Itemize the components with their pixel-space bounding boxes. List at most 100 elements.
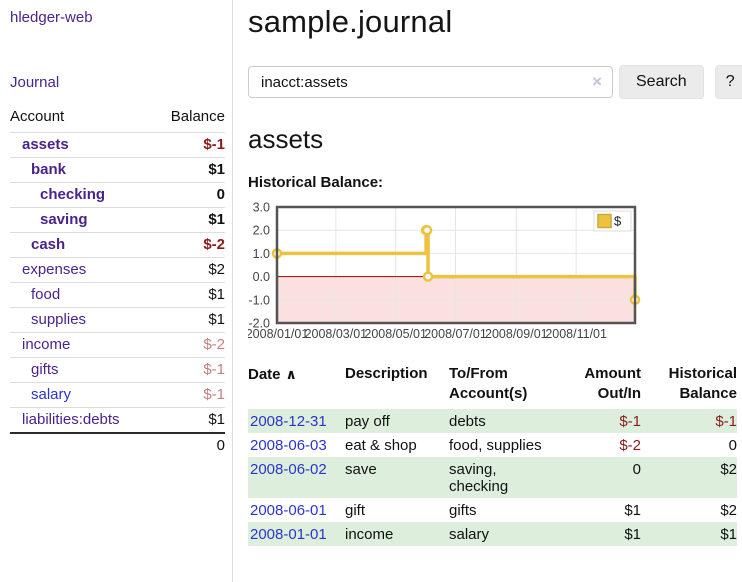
transaction-date-link[interactable]: 2008-06-02 [250,461,327,478]
account-row: assets $-1 [10,133,225,158]
register-header-account: To/From Account(s) [449,362,549,409]
accounts-header-account: Account [10,106,154,133]
account-balance: $1 [154,283,225,308]
svg-text:-1.0: -1.0 [248,293,270,307]
transaction-date-link[interactable]: 2008-06-01 [250,502,327,519]
table-row: 2008-01-01 income salary $1 $1 [248,522,737,546]
transaction-accounts: gifts [449,498,549,522]
search-form: × Search ? [248,65,742,99]
register-header-amount: Amount Out/In [549,362,641,409]
account-balance: $1 [154,158,225,183]
transaction-accounts: salary [449,522,549,546]
search-button[interactable]: Search [619,65,704,99]
transaction-balance: 0 [641,433,737,457]
transaction-balance: $2 [641,498,737,522]
account-link-cash[interactable]: cash [31,236,65,253]
account-balance: $-1 [154,383,225,408]
transaction-description: pay off [345,409,449,433]
svg-text:2008/03/01: 2008/03/01 [305,327,368,341]
account-balance: $1 [154,308,225,333]
page-title: sample.journal [248,4,742,40]
account-link-salary[interactable]: salary [31,386,71,403]
account-link-liabilities-debts[interactable]: liabilities:debts [22,411,120,428]
account-balance: $2 [154,258,225,283]
svg-text:2008/01/01: 2008/01/01 [248,327,308,341]
register-table: Date ∧ Description To/From Account(s) Amo… [248,362,737,546]
svg-text:1.0: 1.0 [253,247,270,261]
account-link-checking[interactable]: checking [40,186,105,203]
svg-text:2008/05/01: 2008/05/01 [364,327,427,341]
account-link-food[interactable]: food [31,286,60,303]
transaction-amount: $-1 [549,409,641,433]
account-row: saving $1 [10,208,225,233]
account-balance: $-2 [154,333,225,358]
svg-text:3.0: 3.0 [253,201,270,215]
register-header-date-label: Date [248,366,281,383]
transaction-balance: $-1 [641,409,737,433]
transaction-date-link[interactable]: 2008-01-01 [250,526,327,543]
clear-search-icon[interactable]: × [592,72,602,92]
account-link-bank[interactable]: bank [31,161,66,178]
account-row: income $-2 [10,333,225,358]
account-row: gifts $-1 [10,358,225,383]
account-heading: assets [248,124,742,155]
transaction-balance: $1 [641,522,737,546]
account-link-assets[interactable]: assets [22,136,69,153]
sidebar-item-journal[interactable]: Journal [10,74,225,91]
app-brand-link[interactable]: hledger-web [10,9,225,26]
accounts-table: Account Balance assets $-1 bank $1 check… [10,106,225,458]
transaction-description: gift [345,498,449,522]
transaction-date-link[interactable]: 2008-06-03 [250,437,327,454]
svg-text:0.0: 0.0 [253,270,270,284]
account-balance: 0 [154,183,225,208]
svg-text:2.0: 2.0 [253,224,270,238]
svg-text:2008/09/01: 2008/09/01 [485,327,548,341]
chart-title: Historical Balance: [248,174,742,191]
accounts-header-balance: Balance [154,106,225,133]
account-row: checking 0 [10,183,225,208]
transaction-accounts: food, supplies [449,433,549,457]
account-balance: $-1 [154,133,225,158]
register-header-date[interactable]: Date ∧ [248,362,345,409]
table-row: 2008-06-01 gift gifts $1 $2 [248,498,737,522]
transaction-description: income [345,522,449,546]
transaction-accounts: debts [449,409,549,433]
account-link-supplies[interactable]: supplies [31,311,86,328]
search-input[interactable] [248,66,613,98]
transaction-description: eat & shop [345,433,449,457]
account-balance: $-1 [154,358,225,383]
table-row: 2008-12-31 pay off debts $-1 $-1 [248,409,737,433]
account-balance: $1 [154,208,225,233]
account-row: food $1 [10,283,225,308]
svg-text:2008/11/01: 2008/11/01 [545,327,607,341]
transaction-amount: $1 [549,522,641,546]
transaction-amount: $1 [549,498,641,522]
table-row: 2008-06-03 eat & shop food, supplies $-2… [248,433,737,457]
transaction-amount: $-2 [549,433,641,457]
main-content: sample.journal × Search ? assets Histori… [233,0,742,582]
accounts-total-row: 0 [10,433,225,458]
help-button[interactable]: ? [715,65,742,99]
accounts-total-balance: 0 [154,433,225,458]
account-row: supplies $1 [10,308,225,333]
transaction-description: save [345,457,449,498]
transaction-accounts: saving, checking [449,457,549,498]
account-balance: $-2 [154,233,225,258]
balance-chart: 3.02.01.00.0-1.0-2.02008/01/012008/03/01… [248,199,742,345]
account-link-gifts[interactable]: gifts [31,361,59,378]
account-row: salary $-1 [10,383,225,408]
sort-ascending-icon: ∧ [286,366,297,382]
account-link-expenses[interactable]: expenses [22,261,86,278]
account-link-income[interactable]: income [22,336,70,353]
account-row: expenses $2 [10,258,225,283]
account-balance: $1 [154,408,225,434]
register-header-description: Description [345,362,449,409]
svg-text:2008/07/01: 2008/07/01 [424,327,487,341]
register-header-balance: Historical Balance [641,362,737,409]
sidebar: hledger-web Journal Account Balance asse… [0,0,233,582]
account-row: cash $-2 [10,233,225,258]
account-link-saving[interactable]: saving [40,211,88,228]
svg-text:$: $ [614,214,622,229]
table-row: 2008-06-02 save saving, checking 0 $2 [248,457,737,498]
transaction-date-link[interactable]: 2008-12-31 [250,413,327,430]
